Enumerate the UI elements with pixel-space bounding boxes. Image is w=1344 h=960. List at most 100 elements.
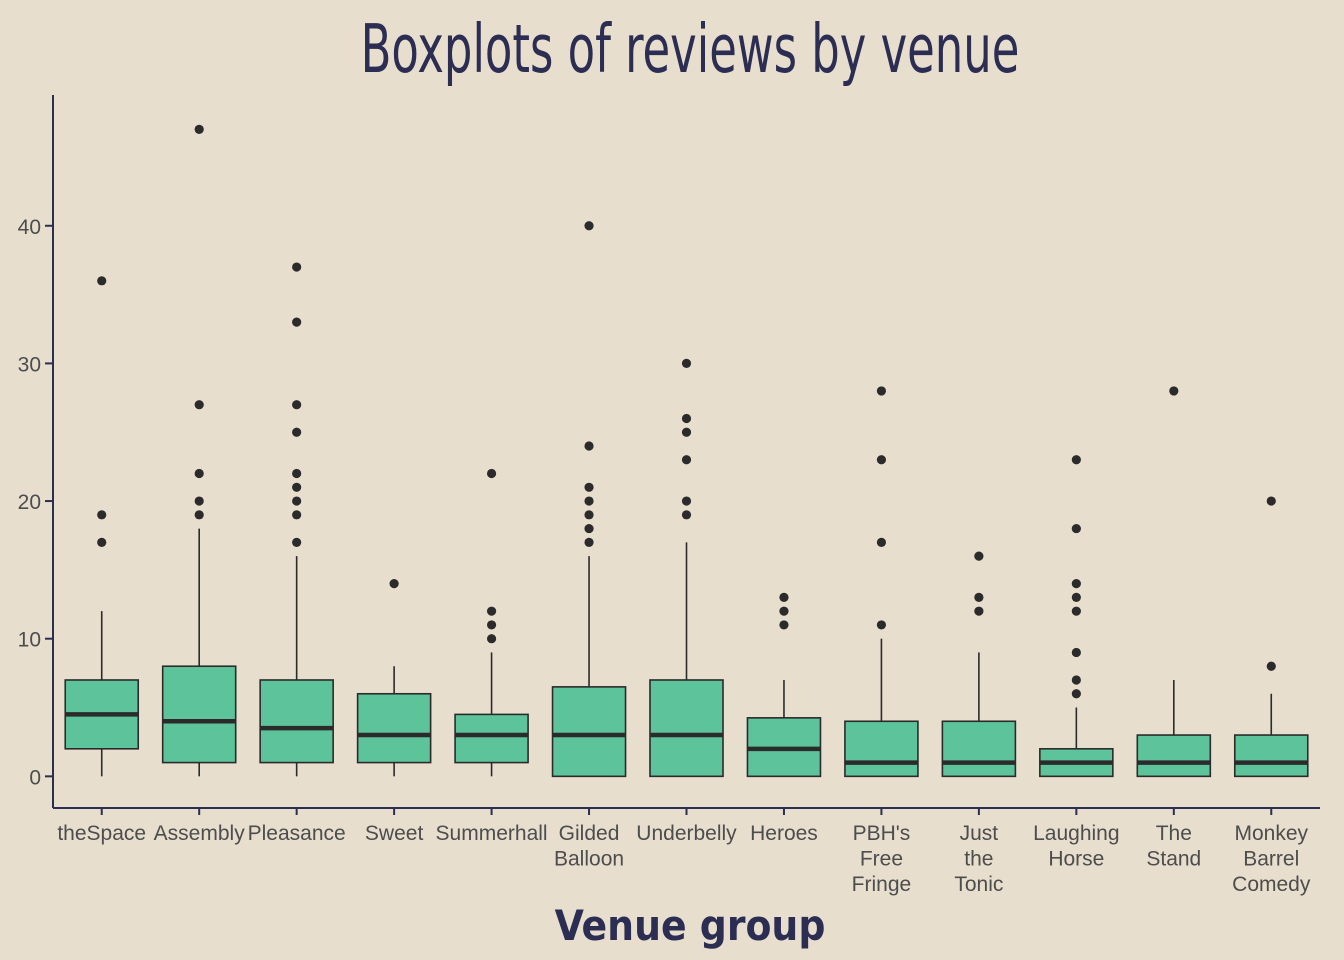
x-axis-title: Venue group — [555, 901, 826, 950]
outlier-point — [1071, 579, 1081, 589]
outlier-point — [974, 592, 984, 603]
x-tick-label-line: Sweet — [365, 822, 424, 845]
chart-title: Boxplots of reviews by venue — [361, 10, 1020, 88]
outlier-point — [681, 496, 692, 506]
outlier-point — [292, 317, 302, 327]
x-tick-label-line: Just — [960, 822, 999, 845]
x-tick-label: The Stand — [1146, 822, 1201, 871]
box-group — [1136, 386, 1212, 778]
box-group — [161, 124, 237, 777]
x-tick-label-line: Comedy — [1232, 873, 1311, 896]
x-tick-label-line: Assembly — [154, 822, 246, 845]
y-tick-label: 20 — [18, 491, 41, 514]
x-tick-label-line: the — [964, 848, 993, 871]
box — [649, 679, 724, 778]
outlier-point — [1266, 496, 1276, 506]
outlier-point — [779, 592, 789, 603]
outlier-point — [1169, 386, 1179, 396]
outlier-point — [292, 400, 302, 410]
x-tick-label-line: Balloon — [554, 848, 624, 871]
outlier-point — [681, 413, 692, 424]
outlier-point — [584, 510, 594, 520]
y-tick-label: 0 — [29, 766, 41, 789]
outlier-point — [1071, 455, 1081, 465]
x-tick-label-line: Monkey — [1235, 822, 1309, 845]
x-tick-label-line: Free — [860, 848, 903, 871]
outlier-point — [681, 455, 692, 465]
box — [551, 686, 627, 778]
outlier-point — [97, 276, 107, 286]
box-group — [649, 358, 724, 778]
x-tick-label: Sweet — [365, 822, 424, 845]
outlier-point — [1071, 647, 1081, 658]
outlier-point — [584, 221, 594, 231]
outlier-point — [1266, 661, 1276, 671]
outlier-point — [584, 441, 594, 451]
plot-area — [64, 124, 1309, 778]
box-group — [1039, 455, 1114, 778]
box — [161, 665, 237, 764]
outlier-point — [584, 482, 594, 492]
outlier-point — [486, 634, 497, 644]
box — [454, 713, 529, 764]
outlier-point — [876, 455, 887, 465]
outlier-point — [194, 510, 204, 520]
outlier-point — [681, 427, 692, 437]
outlier-point — [292, 482, 302, 492]
outlier-point — [292, 468, 302, 479]
box-group — [1233, 496, 1309, 778]
outlier-point — [584, 523, 594, 534]
x-tick-label: theSpace — [57, 822, 146, 845]
x-tick-label-line: Gilded — [559, 822, 620, 845]
x-tick-label: Underbelly — [636, 822, 737, 845]
outlier-point — [1071, 689, 1081, 699]
outlier-point — [194, 468, 204, 479]
x-tick-label-line: The — [1156, 822, 1192, 845]
box — [844, 720, 919, 778]
outlier-point — [974, 606, 984, 616]
box-group — [64, 276, 140, 777]
x-axis: theSpace Assembly Pleasance Sweet Summerhall… — [53, 807, 1320, 896]
outlier-point — [1071, 606, 1081, 616]
outlier-point — [1071, 675, 1081, 685]
outlier-point — [584, 496, 594, 506]
box — [1233, 734, 1309, 778]
x-tick-label: Assembly — [154, 822, 246, 845]
x-tick-label: Summerhall — [436, 822, 548, 845]
outlier-point — [486, 620, 497, 630]
y-axis: 0 10 20 30 40 — [18, 95, 54, 808]
x-tick-label-line: theSpace — [57, 822, 146, 845]
outlier-point — [389, 579, 399, 589]
outlier-point — [292, 537, 302, 547]
x-tick-label-line: Fringe — [852, 873, 912, 896]
box-group — [746, 592, 822, 778]
outlier-point — [876, 537, 887, 547]
outlier-point — [779, 606, 789, 616]
y-tick-label: 10 — [18, 629, 41, 652]
x-tick-label: Gilded Balloon — [554, 822, 624, 871]
outlier-point — [292, 496, 302, 506]
outlier-point — [194, 124, 204, 135]
outlier-point — [584, 537, 594, 547]
x-tick-label: Pleasance — [248, 822, 346, 845]
outlier-point — [486, 606, 497, 616]
box-group — [941, 551, 1017, 778]
x-tick-label-line: Underbelly — [636, 822, 737, 845]
outlier-point — [194, 496, 204, 506]
outlier-point — [974, 551, 984, 561]
outlier-point — [876, 620, 887, 630]
x-tick-label-line: PBH's — [853, 822, 911, 845]
x-tick-label-line: Pleasance — [248, 822, 346, 845]
box-group — [844, 386, 919, 778]
outlier-point — [1071, 523, 1081, 534]
x-tick-label-line: Horse — [1048, 848, 1104, 871]
outlier-point — [97, 537, 107, 547]
outlier-point — [1071, 592, 1081, 603]
box-group — [259, 262, 334, 777]
x-tick-label-line: Summerhall — [436, 822, 548, 845]
x-tick-label: Laughing Horse — [1033, 822, 1119, 871]
box — [259, 679, 334, 764]
box — [356, 692, 432, 764]
outlier-point — [681, 358, 692, 369]
